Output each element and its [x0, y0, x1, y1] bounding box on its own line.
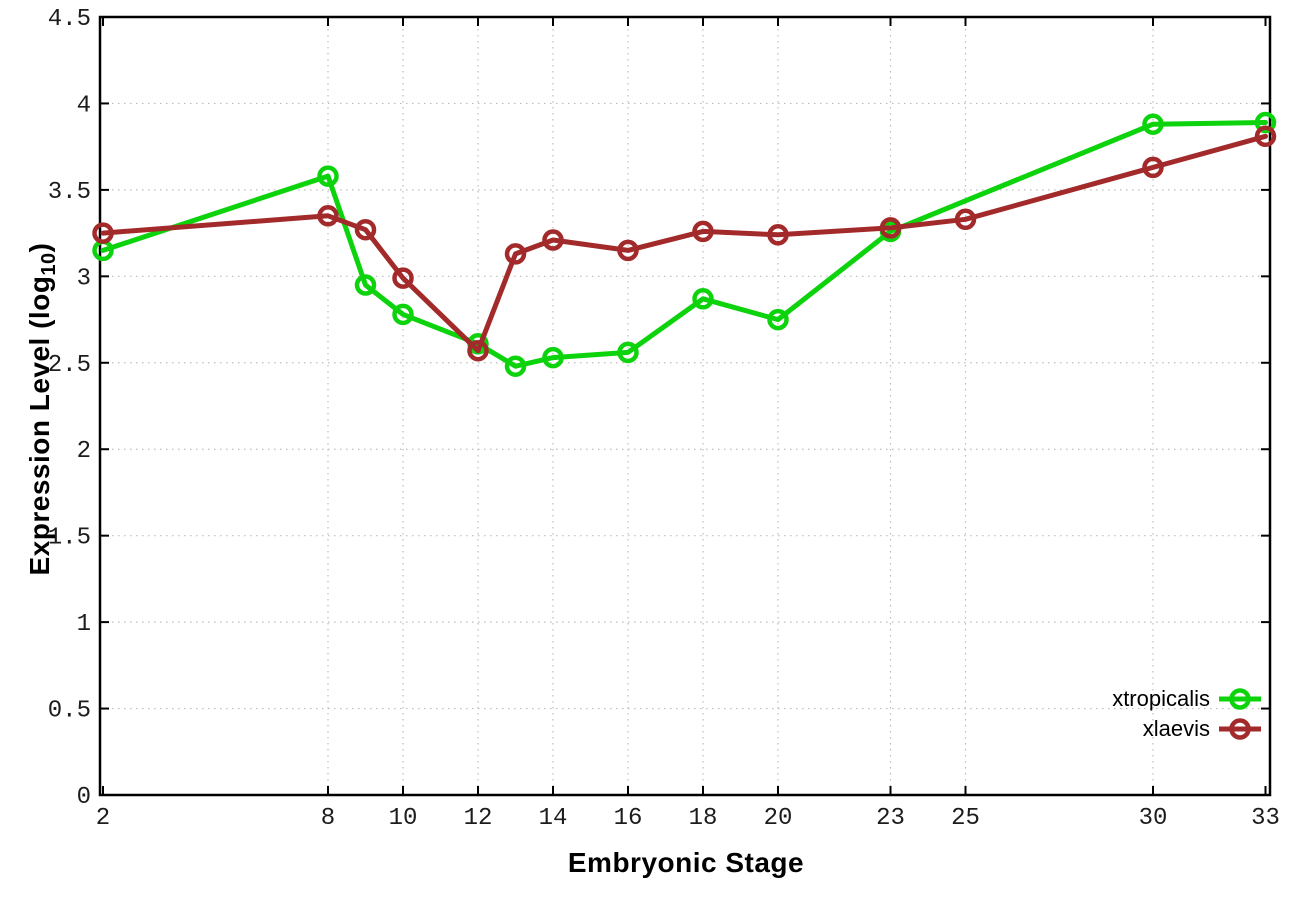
legend-label-xlaevis: xlaevis	[1142, 716, 1210, 741]
legend-sample-xtropicalis	[1219, 688, 1261, 710]
data-point-xtropicalis	[542, 346, 564, 369]
x-tick-label: 12	[464, 805, 493, 832]
data-point-xtropicalis	[392, 303, 414, 326]
plot-border	[98, 15, 1272, 797]
legend-marker-icon	[1229, 688, 1251, 710]
legend-entry-xtropicalis: xtropicalis	[1112, 686, 1264, 712]
data-point-xtropicalis	[692, 288, 714, 310]
data-point-xlaevis	[467, 339, 489, 362]
y-tick-label: 0	[77, 784, 91, 811]
legend: xtropicalis xlaevis	[1112, 686, 1264, 742]
x-tick-label: 30	[1139, 805, 1168, 832]
y-tick-label: 1	[77, 611, 91, 638]
data-point-xlaevis	[767, 224, 789, 246]
data-point-xlaevis	[317, 205, 339, 227]
legend-entry-xlaevis: xlaevis	[1112, 716, 1264, 742]
x-tick-label: 16	[614, 805, 643, 832]
data-point-xlaevis	[542, 229, 564, 251]
legend-marker-icon	[1229, 718, 1251, 740]
data-point-xtropicalis	[1254, 111, 1277, 134]
x-tick-label: 10	[389, 805, 418, 832]
y-tick-label: 0.5	[48, 698, 91, 725]
series-line-xtropicalis	[100, 120, 1268, 369]
data-point-xtropicalis	[354, 274, 377, 296]
series-line-xlaevis	[100, 133, 1268, 354]
data-point-xlaevis	[879, 217, 902, 239]
data-point-xtropicalis	[1142, 113, 1164, 135]
x-tick-label: 8	[321, 805, 335, 832]
data-point-xlaevis	[1254, 125, 1277, 148]
x-tick-label: 2	[96, 805, 110, 832]
data-point-xtropicalis	[617, 341, 639, 364]
data-point-xtropicalis	[504, 355, 527, 377]
data-point-xlaevis	[354, 218, 377, 241]
x-tick-label: 18	[689, 805, 718, 832]
data-point-xlaevis	[92, 222, 114, 244]
y-tick-label: 2.5	[48, 352, 91, 379]
x-tick-label: 14	[539, 805, 568, 832]
data-point-xlaevis	[1142, 156, 1164, 179]
x-tick-label: 23	[876, 805, 905, 832]
y-tick-label: 1.5	[48, 525, 91, 552]
x-tick-label: 25	[951, 805, 980, 832]
y-axis-title-subscript: 10	[38, 252, 60, 276]
y-tick-label: 3.5	[48, 179, 91, 206]
data-point-xtropicalis	[767, 308, 789, 331]
y-tick-label: 4.5	[48, 6, 91, 33]
data-point-xlaevis	[954, 208, 977, 231]
data-point-xlaevis	[392, 267, 414, 289]
x-tick-label: 20	[764, 805, 793, 832]
y-axis-title-main: Expression Level (log	[24, 275, 55, 576]
data-point-xlaevis	[504, 243, 527, 265]
legend-label-xtropicalis: xtropicalis	[1112, 686, 1210, 711]
y-tick-label: 4	[77, 92, 91, 119]
legend-sample-xlaevis	[1219, 718, 1261, 740]
x-axis-title: Embryonic Stage	[567, 847, 805, 878]
y-tick-label: 3	[77, 265, 91, 292]
y-axis-title-end: )	[24, 242, 55, 253]
data-point-xtropicalis	[317, 165, 339, 187]
x-tick-label: 33	[1251, 805, 1280, 832]
data-point-xlaevis	[692, 220, 714, 243]
y-tick-label: 2	[77, 438, 91, 465]
data-point-xlaevis	[617, 239, 639, 262]
y-axis-title: Expression Level (log10)	[24, 209, 60, 609]
